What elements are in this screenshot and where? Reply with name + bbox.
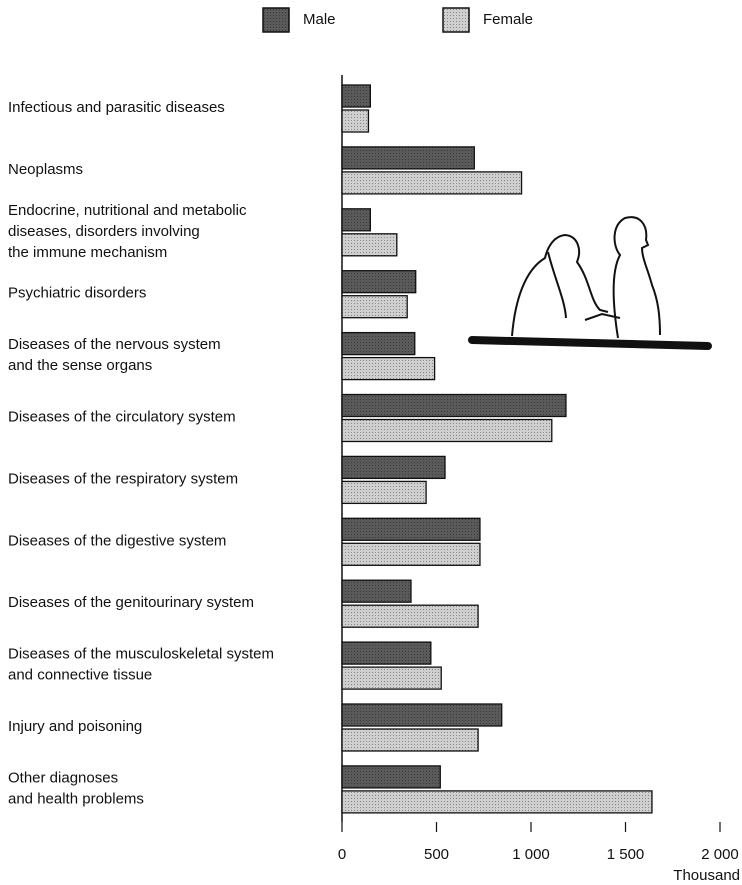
bar-texture — [342, 295, 408, 318]
category-label: Diseases of the respiratory system — [8, 470, 238, 487]
bar-texture — [342, 171, 522, 194]
x-tick-label: 1 500 — [607, 846, 645, 863]
legend-swatch-texture — [263, 8, 289, 32]
category-label: Endocrine, nutritional and metabolic — [8, 202, 247, 219]
bar-texture — [342, 704, 502, 726]
category-label: the immune mechanism — [8, 244, 167, 261]
category-label: Psychiatric disorders — [8, 285, 146, 302]
bar-texture — [342, 580, 411, 603]
category-label: Injury and poisoning — [8, 718, 142, 735]
category-label: and the sense organs — [8, 357, 152, 374]
category-label: Diseases of the circulatory system — [8, 408, 236, 425]
x-tick-label: 500 — [424, 846, 449, 863]
x-tick-label: 2 000 — [701, 846, 739, 863]
legend-label: Male — [303, 11, 336, 28]
x-axis-label: Thousand — [673, 867, 740, 884]
x-tick-label: 1 000 — [512, 846, 550, 863]
bar-texture — [342, 110, 369, 132]
bar-texture — [342, 518, 480, 541]
bar-texture — [342, 729, 479, 751]
bar-texture — [342, 394, 566, 417]
category-label: and health problems — [8, 790, 144, 807]
bar-texture — [342, 667, 442, 690]
bar-texture — [342, 642, 431, 665]
illustration — [468, 216, 712, 350]
category-label: diseases, disorders involving — [8, 223, 200, 240]
bar-texture — [342, 543, 480, 566]
bar-texture — [342, 605, 479, 628]
legend-label: Female — [483, 11, 533, 28]
bar-texture — [342, 233, 397, 256]
category-label: Other diagnoses — [8, 769, 118, 786]
bar-texture — [342, 481, 427, 504]
category-label: and connective tissue — [8, 667, 152, 684]
bar-texture — [342, 765, 441, 788]
bar-texture — [342, 85, 371, 107]
category-label: Neoplasms — [8, 161, 83, 178]
category-label: Diseases of the genitourinary system — [8, 594, 254, 611]
bar-texture — [342, 270, 416, 293]
bar-texture — [342, 357, 435, 380]
category-label: Infectious and parasitic diseases — [8, 99, 225, 116]
legend-swatch-texture — [443, 8, 469, 32]
category-label: Diseases of the musculoskeletal system — [8, 646, 274, 663]
category-label: Diseases of the nervous system — [8, 336, 221, 353]
bar-texture — [342, 208, 371, 231]
bar-texture — [342, 790, 652, 813]
bar-texture — [342, 456, 446, 479]
bar-texture — [342, 146, 475, 169]
bar-texture — [342, 332, 415, 355]
x-tick-label: 0 — [338, 846, 346, 863]
category-label: Diseases of the digestive system — [8, 532, 226, 549]
bar-texture — [342, 419, 552, 442]
